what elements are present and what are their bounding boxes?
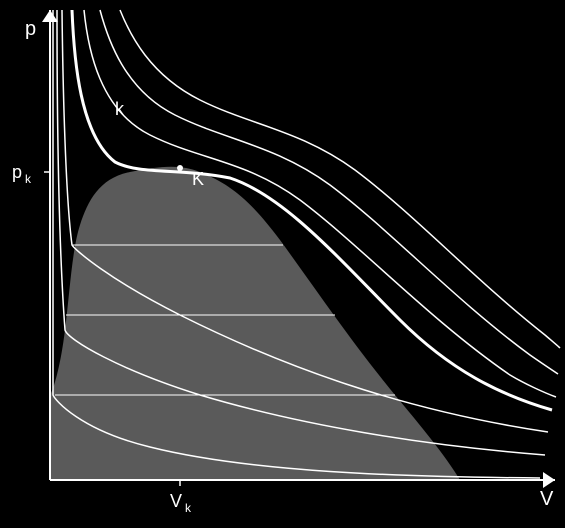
y-tick-label: p bbox=[12, 162, 22, 182]
x-tick-label: V bbox=[170, 491, 182, 511]
x-tick-sub: k bbox=[185, 501, 192, 515]
pv-phase-diagram: kKVppkVk bbox=[0, 0, 565, 528]
x-axis-label: V bbox=[540, 488, 554, 510]
y-axis-label: p bbox=[25, 18, 36, 40]
critical-point bbox=[177, 165, 183, 171]
critical-point-label: K bbox=[192, 169, 204, 189]
y-tick-sub: k bbox=[25, 172, 32, 186]
